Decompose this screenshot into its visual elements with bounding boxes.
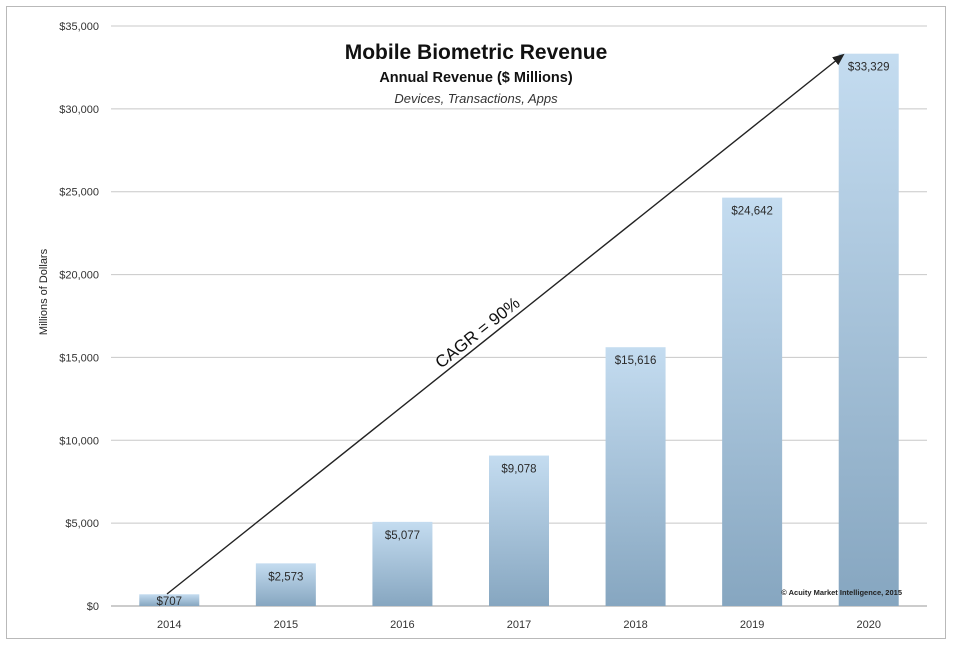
x-tick-label: 2016	[390, 619, 414, 631]
x-tick-label: 2018	[623, 619, 647, 631]
bar	[372, 521, 433, 606]
data-label: $2,573	[268, 571, 303, 583]
x-tick-label: 2014	[157, 619, 181, 631]
cagr-arrow	[166, 53, 845, 595]
y-tick-label: $10,000	[59, 435, 99, 447]
y-tick-label: $20,000	[59, 270, 99, 282]
bar	[139, 594, 200, 606]
y-tick-label: $35,000	[59, 21, 99, 33]
x-tick-label: 2019	[740, 619, 764, 631]
bar	[722, 197, 783, 606]
x-tick-label: 2017	[507, 619, 531, 631]
y-tick-label: $15,000	[59, 352, 99, 364]
x-tick-label: 2015	[274, 619, 298, 631]
y-axis-ticks: $0 $5,000 $10,000 $15,000 $20,000 $25,000 $30,…	[59, 21, 99, 613]
bar	[255, 563, 316, 606]
x-tick-label: 2020	[856, 619, 880, 631]
y-tick-label: $0	[87, 601, 99, 613]
data-label: $5,077	[385, 530, 420, 542]
x-axis-ticks: 2014 2015 2016 2017 2018 2019 2020	[157, 619, 881, 631]
cagr-annotation: CAGR = 90%	[432, 293, 524, 372]
copyright-note: © Acuity Market Intelligence, 2015	[781, 588, 902, 597]
y-tick-label: $25,000	[59, 187, 99, 199]
bar	[489, 455, 549, 606]
bar	[605, 347, 666, 606]
chart-title: Mobile Biometric Revenue	[345, 41, 608, 64]
gridlines	[111, 25, 927, 607]
y-axis-label: Millions of Dollars	[38, 248, 50, 335]
bars	[139, 53, 899, 606]
bar	[838, 53, 899, 606]
chart-subtitle-secondary: Devices, Transactions, Apps	[394, 91, 558, 106]
data-label: $24,642	[731, 206, 773, 218]
chart-subtitle: Annual Revenue ($ Millions)	[379, 70, 573, 86]
y-tick-label: $5,000	[65, 518, 99, 530]
data-label: $707	[156, 596, 182, 608]
y-tick-label: $30,000	[59, 104, 99, 116]
data-labels: $707 $2,573 $5,077 $9,078 $15,616 $24,642 $33,…	[156, 62, 889, 608]
chart-frame: $0 $5,000 $10,000 $15,000 $20,000 $25,000 $30,…	[6, 6, 946, 639]
data-label: $15,616	[615, 355, 657, 367]
data-label: $9,078	[501, 464, 536, 476]
data-label: $33,329	[848, 62, 890, 74]
bar-chart: $0 $5,000 $10,000 $15,000 $20,000 $25,000 $30,…	[38, 21, 927, 631]
